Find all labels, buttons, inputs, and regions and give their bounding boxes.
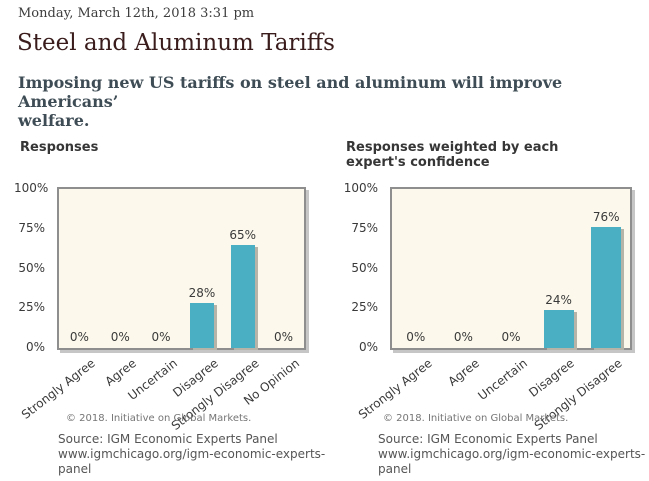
y-axis: 100% 75% 50% 25% 0%: [14, 181, 48, 354]
source-url[interactable]: www.igmchicago.org/igm-economic-experts-: [378, 447, 646, 461]
plot-area: 0% 0% 0% 24% 76% Strongly Agree Agree Uncertain…: [356, 187, 632, 433]
chart-responses: Responses 100% 75% 50% 25% 0% 0% 0% 0% 28% 65% 0%…: [14, 140, 329, 481]
source-label: Source: IGM Economic Experts Panel: [58, 432, 278, 446]
source-block: Source: IGM Economic Experts Panel www.i…: [378, 432, 645, 477]
value-label: 24%: [545, 292, 572, 307]
bar-strongly-disagree: [591, 227, 622, 348]
value-label: 0%: [501, 330, 521, 344]
chart-title: Responses weighted by each expert's conf…: [346, 140, 559, 170]
source-label: Source: IGM Economic Experts Panel: [378, 432, 598, 446]
poll-question: Imposing new US tariffs on steel and alu…: [18, 73, 633, 130]
x-tick-label: Strongly Agree: [19, 356, 99, 422]
bar-disagree: [189, 303, 214, 348]
value-label: 76%: [592, 210, 620, 225]
y-tick-label: 100%: [14, 181, 49, 195]
value-label: 0%: [69, 330, 89, 344]
poll-question-line2: welfare.: [18, 111, 90, 130]
post-date: Monday, March 12th, 2018 3:31 pm: [18, 6, 255, 21]
value-label: 0%: [274, 330, 294, 344]
value-label: 65%: [229, 227, 257, 242]
chart-responses-weighted: Responses weighted by each expert's conf…: [340, 140, 649, 481]
y-tick-label: 75%: [351, 220, 378, 235]
value-label: 0%: [151, 330, 171, 344]
value-label: 0%: [406, 330, 426, 344]
source-url-continued[interactable]: panel: [378, 462, 412, 476]
plot-area: 0% 0% 0% 28% 65% 0% Strongly Agree Agree Uncerta…: [19, 187, 306, 433]
x-tick-label: Agree: [102, 356, 139, 389]
source-url[interactable]: www.igmchicago.org/igm-economic-experts-: [58, 447, 326, 461]
copyright-note: © 2018. Initiative on Global Markets.: [66, 413, 252, 424]
source-url-continued[interactable]: panel: [58, 462, 92, 476]
y-tick-label: 75%: [18, 220, 45, 235]
bar-strongly-disagree: [230, 244, 255, 348]
y-tick-label: 25%: [351, 300, 378, 315]
y-tick-label: 25%: [18, 300, 45, 315]
y-axis: 100% 75% 50% 25% 0%: [340, 181, 378, 354]
y-tick-label: 50%: [351, 260, 378, 275]
page-title: Steel and Aluminum Tariffs: [17, 30, 335, 56]
poll-question-line1: Imposing new US tariffs on steel and alu…: [18, 73, 563, 111]
y-tick-label: 0%: [25, 340, 45, 354]
value-label: 28%: [188, 286, 216, 301]
source-block: Source: IGM Economic Experts Panel www.i…: [58, 432, 325, 477]
value-label: 0%: [110, 330, 130, 344]
value-label: 0%: [453, 330, 473, 344]
copyright-note: © 2018. Initiative on Global Markets.: [383, 413, 569, 424]
x-tick-label: Strongly Agree: [355, 356, 435, 422]
bar-disagree: [543, 309, 574, 348]
y-tick-label: 0%: [358, 340, 378, 354]
chart-title: Responses: [20, 140, 99, 155]
y-tick-label: 50%: [18, 260, 45, 275]
x-tick-label: Agree: [445, 356, 483, 389]
y-tick-label: 100%: [343, 181, 378, 195]
x-tick-label: Uncertain: [475, 356, 530, 403]
